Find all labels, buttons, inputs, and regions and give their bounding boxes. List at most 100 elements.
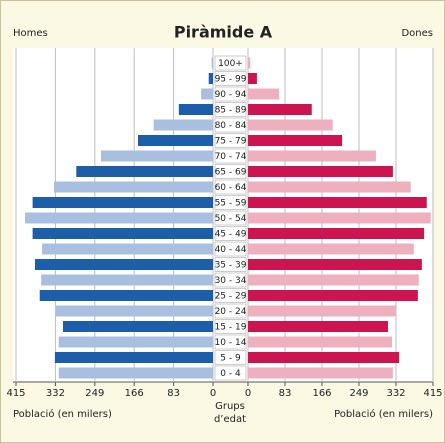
- x-tick-label-right: 332: [386, 388, 405, 399]
- bar: [76, 166, 213, 177]
- category-label: 30 - 34: [215, 276, 247, 286]
- category-box: [214, 117, 247, 133]
- bar: [248, 119, 333, 131]
- category-box: [214, 350, 247, 365]
- category-label: 50 - 54: [215, 214, 247, 224]
- bar: [248, 243, 414, 255]
- bar: [248, 57, 251, 69]
- category-box: [214, 303, 247, 319]
- category-box: [214, 288, 247, 303]
- category-label: 85 - 89: [215, 106, 247, 116]
- x-tick-label-left: 0: [210, 388, 216, 399]
- x-tick-label-left: 166: [125, 388, 144, 399]
- bar: [58, 336, 213, 348]
- bar: [248, 259, 422, 270]
- category-label: 65 - 69: [215, 168, 247, 178]
- bar: [55, 305, 214, 317]
- bar: [248, 321, 388, 332]
- bar: [201, 88, 213, 100]
- bar: [100, 150, 213, 162]
- bar: [248, 88, 280, 100]
- bar: [248, 367, 393, 379]
- category-label: 95 - 99: [215, 75, 247, 85]
- category-box: [214, 210, 247, 226]
- category-label: 15 - 19: [215, 323, 247, 333]
- category-box: [214, 226, 247, 241]
- category-box: [214, 102, 247, 117]
- bar: [248, 150, 376, 162]
- bar: [41, 274, 214, 286]
- category-axis-label: Grups d’edat: [213, 401, 247, 425]
- x-tick-label-left: 83: [167, 388, 180, 399]
- bar: [53, 181, 213, 193]
- x-tick-label-right: 415: [423, 388, 442, 399]
- bar: [208, 73, 213, 84]
- category-box: [214, 86, 247, 102]
- category-box: [214, 195, 247, 210]
- bar: [248, 336, 392, 348]
- x-tick-label-left: 332: [46, 388, 65, 399]
- category-label: 0 - 4: [220, 369, 241, 379]
- x-tick-label-left: 249: [85, 388, 104, 399]
- bar: [248, 104, 312, 115]
- bar: [58, 367, 213, 379]
- category-label: 35 - 39: [215, 261, 247, 271]
- category-box: [214, 71, 247, 86]
- category-box: [214, 365, 247, 381]
- category-label: 90 - 94: [215, 90, 247, 100]
- category-label: 40 - 44: [215, 245, 247, 255]
- legend-right: Dones: [401, 28, 433, 39]
- category-box: [214, 241, 247, 257]
- bar: [32, 228, 213, 239]
- bar: [32, 197, 213, 208]
- legend-left: Homes: [13, 28, 48, 39]
- category-box: [214, 257, 247, 272]
- category-label: 80 - 84: [215, 121, 247, 131]
- bar: [248, 305, 396, 317]
- category-label: 60 - 64: [215, 183, 247, 193]
- x-axis-label-left: Població (en milers): [13, 408, 112, 420]
- category-label: 70 - 74: [215, 152, 247, 162]
- bar: [178, 104, 213, 115]
- bar: [248, 166, 393, 177]
- x-tick-label-left: 415: [6, 388, 25, 399]
- bar: [248, 274, 419, 286]
- bar: [211, 57, 213, 69]
- bar: [248, 212, 431, 224]
- bar: [54, 352, 214, 363]
- category-box: [214, 133, 247, 148]
- bar: [248, 290, 418, 301]
- category-label: 75 - 79: [215, 137, 247, 147]
- bar: [248, 135, 343, 146]
- bar: [42, 243, 214, 255]
- category-box: [214, 179, 247, 195]
- category-box: [214, 272, 247, 288]
- category-label: 25 - 29: [215, 292, 247, 302]
- bar: [25, 212, 214, 224]
- x-tick-label-right: 0: [245, 388, 251, 399]
- category-label: 20 - 24: [215, 307, 247, 317]
- category-label: 55 - 59: [215, 199, 247, 209]
- bar: [248, 352, 400, 363]
- category-label: 10 - 14: [215, 338, 247, 348]
- category-box: [214, 319, 247, 334]
- x-tick-label-right: 249: [349, 388, 368, 399]
- x-axis-label-right: Població (en milers): [334, 408, 433, 420]
- bar: [39, 290, 213, 301]
- category-box: [214, 164, 247, 179]
- category-label: 45 - 49: [215, 230, 247, 240]
- category-label: 5 - 9: [220, 354, 241, 364]
- bar: [248, 197, 427, 208]
- bar: [137, 135, 213, 146]
- category-box: [214, 55, 247, 71]
- category-box: [214, 148, 247, 164]
- category-box: [214, 334, 247, 350]
- category-label: 100+: [218, 59, 243, 69]
- bar: [153, 119, 213, 131]
- bar: [62, 321, 214, 332]
- bar: [248, 181, 411, 193]
- bar: [34, 259, 214, 270]
- x-tick-label-right: 83: [279, 388, 292, 399]
- x-tick-label-right: 166: [312, 388, 331, 399]
